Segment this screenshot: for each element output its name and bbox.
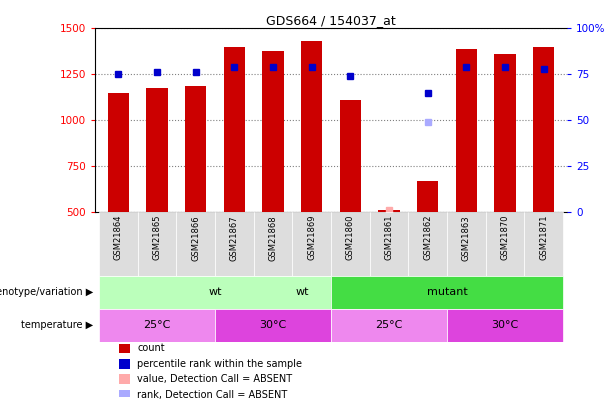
Text: rank, Detection Call = ABSENT: rank, Detection Call = ABSENT [137,390,287,400]
Text: 30°C: 30°C [492,320,519,330]
Bar [525,212,563,276]
Text: value, Detection Call = ABSENT: value, Detection Call = ABSENT [137,374,292,384]
Bar [447,212,485,276]
Text: GSM21870: GSM21870 [501,215,509,260]
Bar [485,212,525,276]
Bar [215,309,331,342]
Bar [331,212,370,276]
Bar [331,276,563,309]
Bar [262,51,284,212]
Bar [301,41,322,212]
Bar [99,212,137,276]
Text: GSM21862: GSM21862 [423,215,432,260]
Bar [215,212,254,276]
Text: mutant: mutant [427,288,468,297]
Text: GSM21871: GSM21871 [539,215,548,260]
Text: GSM21864: GSM21864 [114,215,123,260]
Text: genotype/variation ▶: genotype/variation ▶ [0,288,93,297]
Bar [331,309,447,342]
Bar [224,47,245,212]
Title: GDS664 / 154037_at: GDS664 / 154037_at [266,14,396,27]
Text: 25°C: 25°C [143,320,170,330]
Bar [99,276,331,309]
Bar [119,343,131,354]
Bar [185,86,206,212]
Bar [370,212,408,276]
Text: GSM21863: GSM21863 [462,215,471,260]
Bar [447,309,563,342]
Bar [340,100,361,212]
Text: 25°C: 25°C [375,320,403,330]
Bar [137,212,177,276]
Bar [417,181,438,212]
Text: count: count [137,343,165,354]
Text: GSM21869: GSM21869 [307,215,316,260]
Bar [177,212,215,276]
Bar [99,309,215,342]
Text: GSM21861: GSM21861 [384,215,394,260]
Text: GSM21866: GSM21866 [191,215,200,260]
Text: percentile rank within the sample: percentile rank within the sample [137,359,302,369]
Bar [408,212,447,276]
Bar [119,359,131,369]
Bar [254,212,292,276]
Text: GSM21865: GSM21865 [153,215,161,260]
Bar [108,93,129,212]
Bar [495,54,516,212]
Text: GSM21868: GSM21868 [268,215,278,260]
Text: 30°C: 30°C [259,320,287,330]
Text: wt: wt [208,288,222,297]
Bar [378,210,400,212]
Bar [147,88,167,212]
Bar [292,212,331,276]
Bar [119,390,131,400]
Text: wt: wt [295,288,309,297]
Text: GSM21867: GSM21867 [230,215,239,260]
Text: GSM21860: GSM21860 [346,215,355,260]
Bar [533,47,554,212]
Text: temperature ▶: temperature ▶ [21,320,93,330]
Bar [119,374,131,384]
Bar [456,49,477,212]
